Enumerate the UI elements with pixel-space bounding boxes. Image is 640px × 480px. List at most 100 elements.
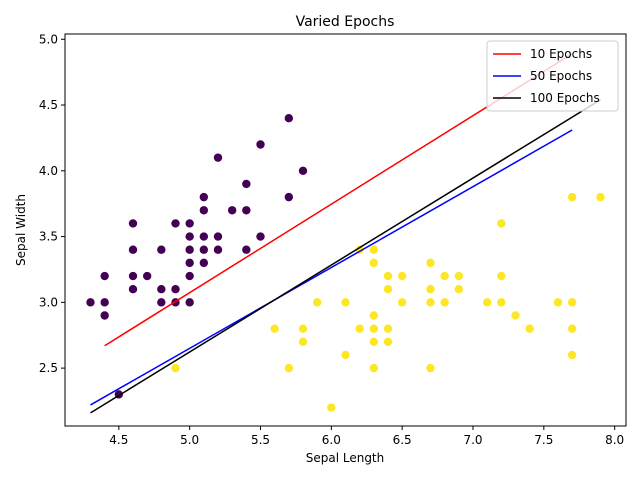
data-point-class1 bbox=[454, 271, 464, 281]
data-point-class1 bbox=[355, 324, 364, 333]
data-point-class1 bbox=[327, 403, 336, 412]
data-point-class0 bbox=[157, 284, 166, 294]
data-point-class0 bbox=[185, 232, 194, 241]
x-axis-ticks: 4.5 5.0 5.5 6.0 6.5 7.0 7.5 8.0 bbox=[109, 426, 624, 447]
data-point-class0 bbox=[128, 271, 138, 281]
line-50-epochs bbox=[90, 129, 573, 406]
data-point-class0 bbox=[256, 232, 265, 241]
data-point-class1 bbox=[567, 298, 577, 307]
data-point-class1 bbox=[426, 363, 435, 373]
data-point-class0 bbox=[242, 245, 251, 254]
data-point-class1 bbox=[383, 337, 393, 347]
data-point-class0 bbox=[100, 311, 109, 320]
data-point-class0 bbox=[185, 219, 194, 228]
chart-title: Varied Epochs bbox=[296, 14, 395, 30]
data-point-class1 bbox=[553, 298, 563, 307]
y-tick-label: 3.5 bbox=[39, 230, 58, 244]
data-point-class0 bbox=[171, 219, 180, 228]
data-point-class1 bbox=[312, 298, 322, 307]
data-point-class0 bbox=[171, 284, 180, 294]
data-point-class0 bbox=[284, 192, 294, 202]
data-point-class1 bbox=[383, 284, 393, 294]
x-tick-label: 8.0 bbox=[605, 433, 624, 447]
data-point-class0 bbox=[128, 219, 138, 228]
y-tick-label: 4.0 bbox=[39, 164, 58, 178]
data-point-class0 bbox=[157, 298, 166, 307]
data-point-class1 bbox=[567, 324, 577, 333]
data-point-class1 bbox=[284, 363, 294, 373]
data-point-class1 bbox=[369, 363, 379, 373]
data-point-class0 bbox=[185, 271, 194, 281]
data-point-class1 bbox=[497, 271, 506, 281]
x-tick-label: 7.0 bbox=[463, 433, 482, 447]
data-point-class1 bbox=[298, 324, 308, 333]
data-point-class1 bbox=[454, 284, 464, 294]
data-point-class1 bbox=[369, 258, 379, 268]
data-point-class1 bbox=[440, 298, 449, 307]
data-point-class1 bbox=[596, 192, 605, 202]
data-point-class0 bbox=[213, 245, 223, 254]
y-tick-label: 4.5 bbox=[39, 98, 58, 112]
data-point-class0 bbox=[213, 232, 223, 241]
data-point-class0 bbox=[86, 298, 95, 307]
data-point-class0 bbox=[199, 232, 209, 241]
legend: 10 Epochs 50 Epochs 100 Epochs bbox=[486, 40, 619, 112]
x-tick-label: 5.5 bbox=[251, 433, 270, 447]
data-point-class0 bbox=[199, 245, 209, 254]
data-point-class1 bbox=[369, 311, 379, 320]
data-point-class0 bbox=[185, 258, 194, 268]
y-axis-label: Sepal Width bbox=[14, 194, 28, 266]
data-point-class1 bbox=[511, 311, 520, 320]
data-point-class0 bbox=[142, 271, 152, 281]
data-point-class1 bbox=[567, 192, 577, 202]
line-100-epochs bbox=[90, 99, 601, 414]
data-point-class1 bbox=[369, 324, 379, 333]
data-point-class0 bbox=[157, 245, 166, 254]
data-point-class0 bbox=[256, 140, 265, 149]
data-point-class0 bbox=[185, 245, 194, 254]
data-point-class1 bbox=[497, 298, 506, 307]
data-point-class0 bbox=[242, 206, 251, 215]
data-point-class0 bbox=[100, 271, 109, 281]
data-point-class1 bbox=[171, 363, 180, 373]
data-point-class1 bbox=[426, 258, 435, 268]
data-point-class0 bbox=[128, 245, 138, 254]
data-point-class1 bbox=[482, 298, 492, 307]
data-point-class1 bbox=[383, 324, 393, 333]
data-point-class1 bbox=[341, 298, 350, 307]
points-layer bbox=[86, 113, 605, 412]
x-tick-label: 6.5 bbox=[393, 433, 412, 447]
data-point-class0 bbox=[298, 166, 308, 176]
x-tick-label: 7.5 bbox=[534, 433, 553, 447]
data-point-class0 bbox=[100, 298, 109, 307]
data-point-class1 bbox=[369, 245, 379, 254]
x-tick-label: 4.5 bbox=[109, 433, 128, 447]
data-point-class1 bbox=[397, 298, 407, 307]
data-point-class1 bbox=[567, 350, 577, 360]
legend-label: 50 Epochs bbox=[530, 69, 592, 83]
data-point-class1 bbox=[440, 271, 449, 281]
data-point-class1 bbox=[383, 271, 393, 281]
data-point-class1 bbox=[298, 337, 308, 347]
data-point-class0 bbox=[199, 206, 209, 215]
x-tick-label: 6.0 bbox=[322, 433, 341, 447]
data-point-class0 bbox=[284, 113, 294, 123]
data-point-class0 bbox=[199, 192, 209, 202]
data-point-class0 bbox=[199, 258, 209, 268]
data-point-class1 bbox=[369, 337, 379, 347]
x-axis-label: Sepal Length bbox=[306, 451, 385, 465]
y-tick-label: 3.0 bbox=[39, 295, 58, 309]
legend-label: 100 Epochs bbox=[530, 91, 600, 105]
data-point-class1 bbox=[426, 284, 435, 294]
plot-frame bbox=[64, 33, 627, 427]
data-point-class1 bbox=[270, 324, 279, 333]
data-point-class0 bbox=[128, 284, 138, 294]
legend-label: 10 Epochs bbox=[530, 47, 592, 61]
data-point-class1 bbox=[397, 271, 407, 281]
y-tick-label: 2.5 bbox=[39, 361, 58, 375]
data-point-class1 bbox=[341, 350, 350, 360]
data-point-class1 bbox=[497, 219, 506, 228]
data-point-class0 bbox=[213, 153, 223, 162]
data-point-class0 bbox=[242, 179, 251, 189]
